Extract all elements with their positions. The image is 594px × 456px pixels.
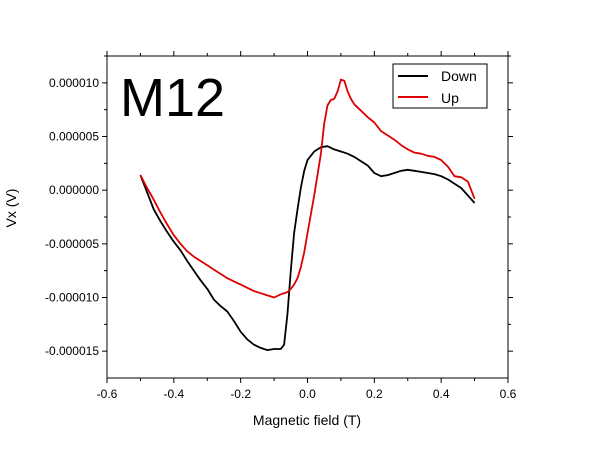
- y-tick-label: 0.000005: [49, 130, 99, 144]
- y-axis-title: Vx (V): [3, 189, 19, 228]
- x-tick-label: -0.2: [230, 387, 251, 401]
- x-tick-label: 0.0: [299, 387, 316, 401]
- legend-box: [392, 63, 488, 109]
- legend-label-down: Down: [441, 68, 477, 84]
- x-tick-label: -0.4: [163, 387, 184, 401]
- y-tick-label: -0.000015: [45, 344, 99, 358]
- x-axis-title: Magnetic field (T): [253, 412, 361, 428]
- y-tick-label: -0.000005: [45, 237, 99, 251]
- x-tick-label: 0.2: [366, 387, 383, 401]
- legend-label-up: Up: [441, 90, 459, 106]
- chart-annotation: M12: [120, 68, 225, 128]
- x-tick-label: 0.6: [500, 387, 517, 401]
- legend: Down Up: [392, 63, 488, 109]
- y-tick-label: 0.000010: [49, 76, 99, 90]
- x-tick-label: -0.6: [97, 387, 118, 401]
- y-tick-label: 0.000000: [49, 183, 99, 197]
- y-tick-label: -0.000010: [45, 291, 99, 305]
- series-group: [139, 78, 476, 352]
- series-line-up: [139, 78, 476, 299]
- tick-group: -0.6 -0.4 -0.2 0.0 0.2 0.4 0.6 -0.000015 -0.0000…: [45, 51, 517, 401]
- series-line-down: [139, 145, 476, 352]
- x-tick-label: 0.4: [433, 387, 450, 401]
